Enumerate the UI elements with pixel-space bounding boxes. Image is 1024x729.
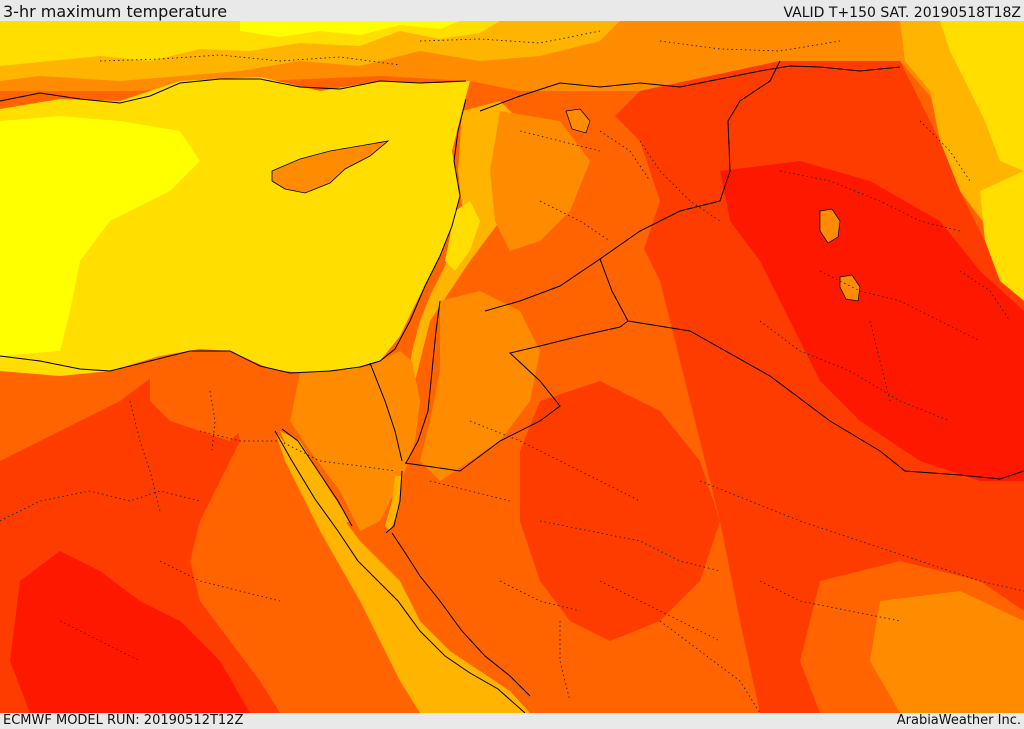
cyprus [271,140,390,194]
iran-plateau-cool [980,171,1024,301]
sinai-amber [290,351,420,531]
coastline-suez [281,428,353,527]
coastline-turkey [0,78,467,104]
border-syria-iraq [484,60,781,312]
lake-habbaniyah [839,274,861,302]
gulf-amber [870,591,1024,713]
valid-time: VALID T+150 SAT. 20190518T18Z [783,5,1021,21]
province-borders [0,30,1024,713]
egypt-deep-red [10,551,250,713]
map-title: 3-hr maximum temperature [3,2,228,21]
model-run-label: ECMWF MODEL RUN: 20190512T12Z [3,713,244,728]
iraq-deep-red [720,161,1024,481]
turkey-coast-yellow [0,21,500,66]
coastline-levant [0,98,467,374]
credit-label: ArabiaWeather Inc. [896,713,1021,728]
gulf-of-aqaba [385,476,402,531]
coastline-red-sea-west [274,430,526,713]
map-footer: ECMWF MODEL RUN: 20190512T12Z ArabiaWeat… [0,713,1024,729]
anatolia-pale [240,21,460,37]
caucasus-yellow [940,21,1024,171]
sea-pale-patch [0,116,200,356]
gulf-of-suez [280,431,350,526]
coastline-red-sea-east [391,532,531,697]
map-canvas [0,21,1024,713]
coastline-aqaba [385,470,403,534]
nile-delta-orange [150,366,250,441]
lake-tharthar [819,208,841,244]
border-iraq-saudi [627,320,1024,480]
saudi-red-patches [520,381,720,641]
border-israel-jordan [405,300,441,464]
lake-assad [565,108,591,134]
jordan-amber [420,291,540,481]
red-sea [275,431,530,713]
syria-amber [490,111,590,251]
border-egypt-israel [369,362,403,462]
temperature-map [0,21,1024,713]
map-header: 3-hr maximum temperature VALID T+150 SAT… [0,0,1024,21]
border-syria-turkey [479,65,901,112]
